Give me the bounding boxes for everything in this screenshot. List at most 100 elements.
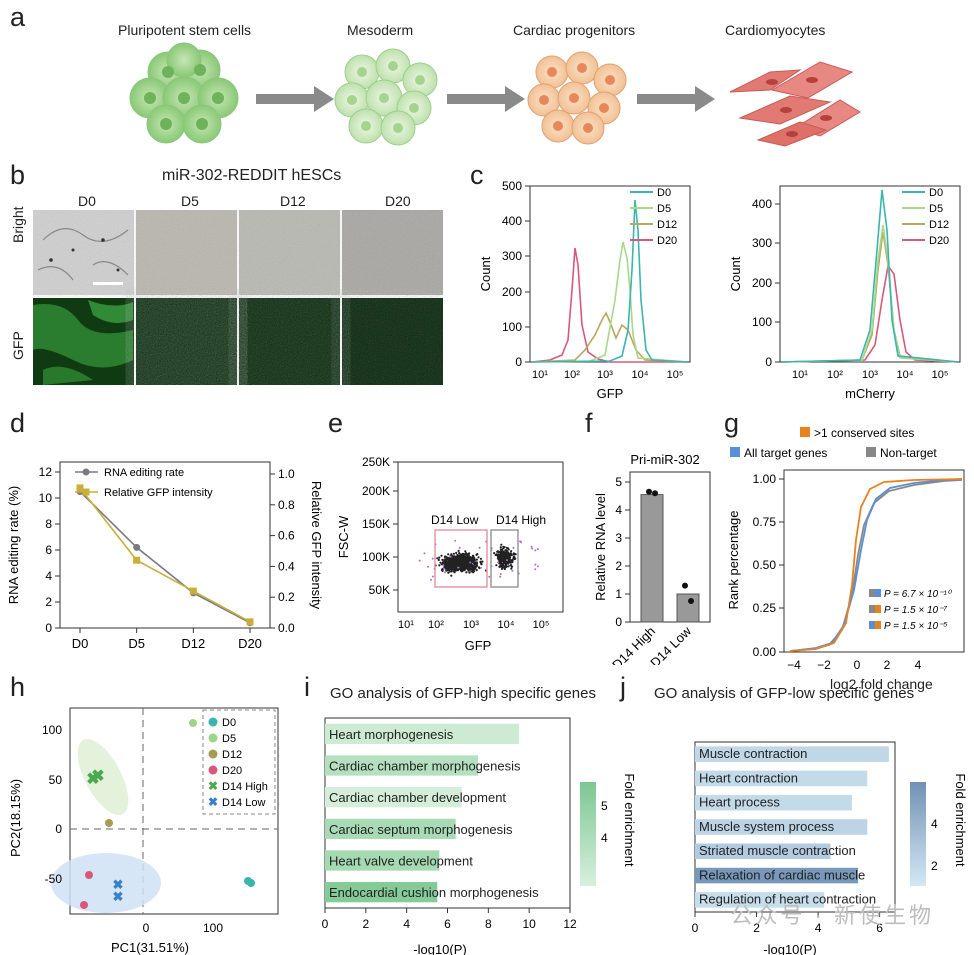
flow-event: [444, 555, 447, 559]
panel-letter-g: g: [724, 408, 740, 438]
d-ytick-right: 0.2: [278, 590, 295, 604]
e-xtick-5: 10⁵: [533, 619, 550, 631]
flow-event: [475, 564, 478, 567]
flow-event: [443, 562, 446, 565]
flow-event: [470, 557, 473, 560]
e-xtick-3: 10³: [463, 619, 479, 631]
flow-event: [431, 575, 434, 578]
panel-d-ylabel-left: RNA editing rate (%): [6, 486, 21, 605]
h-xtick-100: 100: [203, 921, 223, 935]
f-point: [688, 598, 694, 604]
flow-event: [463, 569, 466, 572]
h-ytick-50: 50: [49, 773, 63, 787]
g-legend-conserved: >1 conserved sites: [814, 426, 914, 440]
arrow-icon: [447, 86, 525, 112]
g-xtick-m2: −2: [817, 658, 831, 672]
go-term-label: Heart contraction: [699, 770, 798, 785]
flow-event: [501, 554, 504, 557]
mcherry-ytick-100: 100: [752, 315, 772, 329]
flow-event: [502, 561, 506, 564]
mcherry-legend-d20: D20: [929, 235, 949, 247]
flow-event: [450, 553, 453, 556]
panel-i-title: GO analysis of GFP-high specific genes: [330, 685, 596, 702]
gfp-legend-d5: D5: [657, 203, 671, 215]
h-xlabel: PC1(31.51%): [111, 940, 189, 955]
flow-event: [472, 555, 475, 558]
flow-event: [499, 573, 502, 575]
panel-j-colorbar: [910, 782, 926, 886]
go-xtick: 10: [522, 917, 536, 931]
mcherry-curve-d12: [781, 231, 959, 363]
pca-points: ✖ ✖ ✖ ✖: [80, 719, 255, 909]
flow-event: [447, 553, 450, 556]
go-xtick: 2: [753, 921, 760, 935]
flow-event: [457, 563, 460, 566]
f-ytick: 3: [615, 531, 622, 545]
flow-event: [452, 565, 455, 568]
svg-text:✖: ✖: [208, 779, 218, 793]
panel-i-go-bar-chart: Heart morphogenesis Cardiac chamber morph…: [322, 717, 637, 955]
go-term-label: Cardiac chamber morphogenesis: [329, 759, 521, 774]
pca-point-d14high: ✖: [91, 768, 104, 785]
gfp-ytick-100: 100: [502, 320, 522, 334]
f-bar: [640, 494, 664, 623]
flow-event: [464, 567, 467, 570]
g-xtick-0: 0: [854, 658, 861, 672]
flow-event: [441, 558, 444, 561]
mcherry-xtick-4: 10⁴: [897, 369, 914, 381]
go-term-label: Muscle system process: [699, 819, 835, 834]
d-ytick-left: 6: [45, 543, 52, 557]
e-ytick-250k: 250K: [362, 455, 390, 469]
go-bar: [695, 892, 825, 908]
flow-event: [500, 567, 504, 570]
pca-point-d14high: ✖: [86, 771, 99, 788]
panel-d-ylabel-right: Relative GFP intensity: [309, 481, 324, 610]
flow-event: [446, 563, 449, 566]
d-ytick-left: 12: [39, 465, 53, 479]
go-term-label: Cardiac septum morphogenesis: [329, 822, 513, 837]
flow-event: [465, 561, 468, 565]
flow-event: [469, 564, 472, 567]
g-legend-all: All target genes: [744, 446, 827, 460]
flow-event: [453, 570, 456, 573]
flow-event: [467, 559, 471, 562]
go-bar: [325, 818, 456, 839]
go-bar: [325, 755, 479, 776]
mcherry-ytick-0: 0: [765, 355, 772, 369]
e-xtick-1: 10¹: [398, 619, 414, 631]
gfp-curve-d20: [531, 247, 688, 363]
e-ytick-50k: 50K: [369, 583, 390, 597]
arrow-icon: [637, 86, 715, 112]
flow-event: [465, 571, 468, 574]
flow-event: [452, 556, 455, 559]
panel-f-title: Pri-miR-302: [630, 452, 699, 467]
g-pval-3: P = 1.5 × 10⁻⁵: [884, 621, 948, 632]
flow-event: [534, 563, 537, 566]
g-legend-swatch-all: [730, 447, 740, 457]
go-bar: [325, 787, 462, 808]
flow-event: [457, 566, 460, 569]
panel-letter-i: i: [304, 672, 310, 702]
gfp-curve-d0: [531, 199, 689, 363]
flow-event: [441, 562, 444, 565]
flow-event: [427, 565, 430, 568]
flow-event: [461, 554, 464, 557]
flow-event: [507, 565, 510, 568]
d-xtick: D0: [72, 636, 89, 651]
panel-d-legend-rna: RNA editing rate: [104, 467, 184, 479]
g-pval-1: P = 6.7 × 10⁻¹⁰: [884, 589, 953, 600]
pluripotent-cell-cluster: [129, 42, 239, 144]
gfp-xtick-5: 10⁵: [667, 369, 684, 381]
g-ytick-100: 1.00: [753, 472, 777, 486]
flow-event: [510, 567, 513, 570]
g-xlabel: log2 fold change: [830, 676, 933, 692]
panel-letter-h: h: [10, 672, 26, 702]
go-bar: [695, 794, 852, 811]
flow-event: [530, 545, 533, 548]
f-point: [652, 490, 658, 497]
flow-event: [473, 558, 476, 561]
panel-j-cbar-tick-2: 2: [931, 859, 938, 873]
flow-event: [462, 555, 465, 558]
flow-event: [469, 561, 472, 564]
gfp-xtick-2: 10²: [564, 369, 580, 381]
